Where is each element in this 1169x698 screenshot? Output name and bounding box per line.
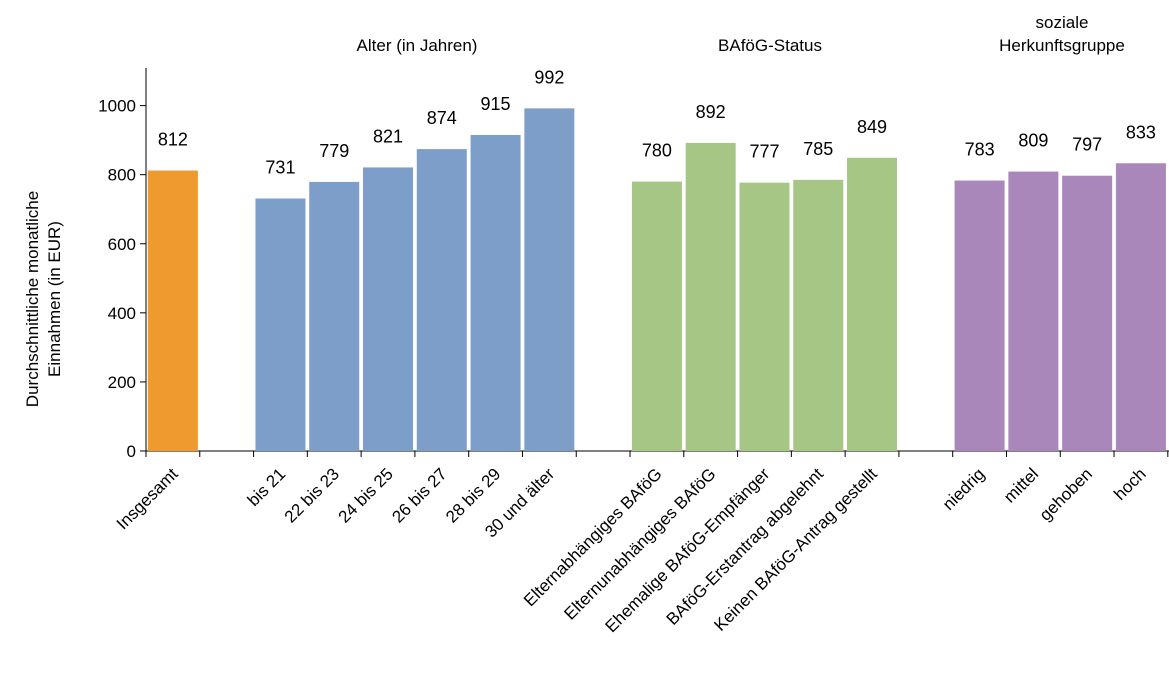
bar <box>147 170 198 451</box>
bar <box>363 167 414 451</box>
bar <box>1008 171 1059 451</box>
bar <box>524 108 575 452</box>
x-tick-label: 24 bis 25 <box>335 464 397 526</box>
data-label: 777 <box>749 142 779 162</box>
data-label: 892 <box>696 102 726 122</box>
data-label: 797 <box>1072 135 1102 155</box>
data-label: 833 <box>1126 122 1156 142</box>
bar <box>685 142 736 451</box>
bar <box>416 149 467 451</box>
bar <box>309 181 360 451</box>
bar <box>255 198 306 451</box>
group-title: soziale <box>1036 13 1089 32</box>
data-label: 821 <box>373 126 403 146</box>
data-label: 731 <box>265 158 295 178</box>
data-label: 780 <box>642 141 672 161</box>
data-labels: 812 731 779 821 874 915 992 780 892 777 785 849 783 8… <box>158 67 1156 177</box>
bar <box>631 181 682 451</box>
bar <box>793 179 844 451</box>
bars <box>147 108 1166 452</box>
group-title: BAföG-Status <box>718 36 822 55</box>
y-tick-label: 1000 <box>98 97 136 116</box>
data-label: 783 <box>965 140 995 160</box>
x-tick-label: mittel <box>1000 464 1042 506</box>
data-label: 992 <box>534 67 564 87</box>
data-label: 779 <box>319 141 349 161</box>
bar <box>1115 163 1166 451</box>
x-tick-label: 22 bis 23 <box>281 464 343 526</box>
y-tick-label: 800 <box>108 166 136 185</box>
data-label: 874 <box>427 108 457 128</box>
y-tick-label: 0 <box>127 442 136 461</box>
x-tick-label: hoch <box>1110 464 1150 504</box>
data-label: 785 <box>803 139 833 159</box>
y-tick-label: 400 <box>108 304 136 323</box>
x-tick-label: bis 21 <box>244 464 290 510</box>
y-tick-label: 200 <box>108 373 136 392</box>
x-tick-label: Insgesamt <box>113 464 182 533</box>
group-title: Alter (in Jahren) <box>357 36 478 55</box>
bar <box>1062 175 1113 452</box>
data-label: 812 <box>158 130 188 150</box>
bar <box>739 182 790 451</box>
data-label: 915 <box>481 94 511 114</box>
group-title: Herkunftsgruppe <box>999 36 1125 55</box>
x-tick-label: niedrig <box>939 464 989 514</box>
y-tick-label: 600 <box>108 235 136 254</box>
x-tick-label: 26 bis 27 <box>388 464 450 526</box>
bar <box>954 180 1005 451</box>
bar <box>470 134 521 452</box>
data-label: 849 <box>857 117 887 137</box>
y-axis-title-line-2: Einnahmen (in EUR) <box>45 221 64 377</box>
data-label: 809 <box>1018 131 1048 151</box>
group-titles: Alter (in Jahren) BAföG-Status soziale Herk… <box>357 13 1125 55</box>
x-tick-label: gehoben <box>1036 464 1096 524</box>
bar <box>847 157 898 451</box>
y-axis-title: Durchschnittliche monatliche Einnahmen (… <box>23 191 64 407</box>
y-axis-title-line-1: Durchschnittliche monatliche <box>23 191 42 407</box>
